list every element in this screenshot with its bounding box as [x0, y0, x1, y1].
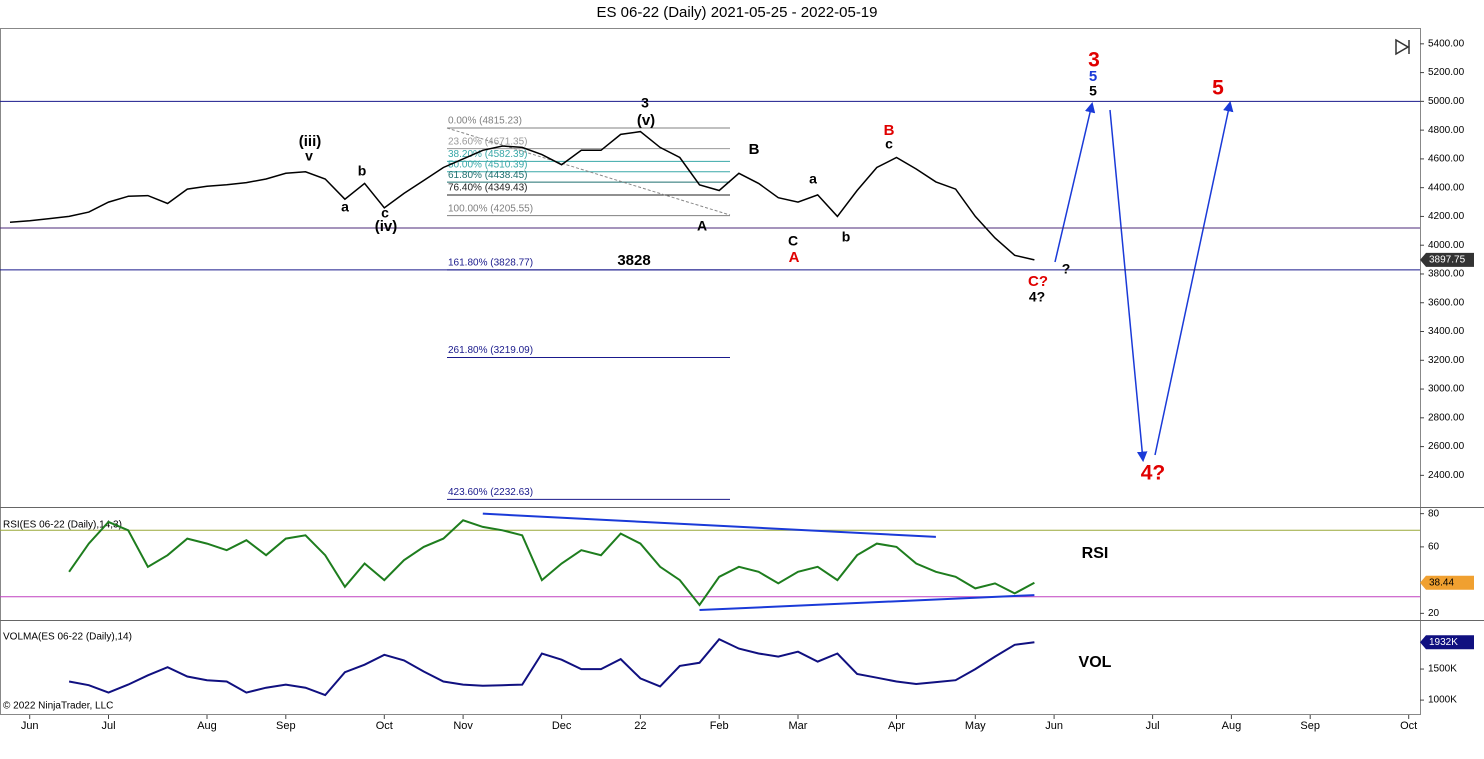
x-tick-label: Oct: [1400, 720, 1417, 732]
y-tick-label: 1000K: [1428, 695, 1457, 706]
fib-label: 50.00% (4510.39): [448, 159, 528, 170]
wave-label: A: [697, 218, 707, 234]
last-value-box: [1420, 635, 1474, 650]
x-tick-label: Jun: [21, 720, 39, 732]
wave-label: 5: [1089, 68, 1097, 85]
wave-label: 4?: [1141, 462, 1166, 485]
wave-label: a: [341, 199, 349, 215]
y-tick-label: 4000.00: [1428, 240, 1465, 251]
panel-label: VOL: [1079, 654, 1112, 671]
wave-label: 3: [641, 95, 649, 111]
last-value-label: 3897.75: [1429, 255, 1466, 266]
x-tick-label: Sep: [276, 720, 296, 732]
wave-label: B: [884, 122, 895, 139]
y-tick-label: 2400.00: [1428, 470, 1465, 481]
last-value-label: 1932K: [1429, 637, 1458, 648]
y-tick-label: 20: [1428, 608, 1440, 619]
wave-label: 5: [1212, 77, 1224, 100]
last-value-box: [1420, 575, 1474, 590]
series-line: [68, 519, 1035, 607]
panel-title: VOLMA(ES 06-22 (Daily),14): [3, 632, 132, 643]
wave-label: C?: [1028, 273, 1048, 290]
wave-label: b: [358, 163, 367, 179]
y-tick-label: 5000.00: [1428, 96, 1465, 107]
y-tick-label: 5200.00: [1428, 67, 1465, 78]
x-tick-label: Sep: [1300, 720, 1320, 732]
x-tick-label: Jul: [101, 720, 115, 732]
x-tick-label: Aug: [1222, 720, 1242, 732]
fib-label: 423.60% (2232.63): [448, 487, 533, 498]
trendline: [699, 594, 1035, 612]
series-line: [9, 130, 1035, 261]
icon[interactable]: [1393, 38, 1413, 56]
fib-label: 0.00% (4815.23): [448, 116, 522, 127]
y-tick-label: 3000.00: [1428, 384, 1465, 395]
y-tick-label: 4600.00: [1428, 154, 1465, 165]
y-tick-label: 2600.00: [1428, 441, 1465, 452]
copyright: © 2022 NinjaTrader, LLC: [3, 701, 113, 712]
y-tick-label: 3600.00: [1428, 297, 1465, 308]
fib-label: 261.80% (3219.09): [448, 345, 533, 356]
arrow: [1109, 109, 1148, 463]
wave-label: b: [842, 229, 851, 245]
y-tick-label: 4200.00: [1428, 211, 1465, 222]
y-tick-label: 4400.00: [1428, 182, 1465, 193]
x-tick-label: Jun: [1045, 720, 1063, 732]
x-tick-label: Jul: [1146, 720, 1160, 732]
x-tick-label: Mar: [789, 720, 808, 732]
x-tick-label: 22: [634, 720, 646, 732]
last-value-label: 38.44: [1429, 577, 1454, 588]
x-tick-label: Aug: [197, 720, 217, 732]
wave-label: v: [305, 148, 313, 164]
fib-label: 76.40% (4349.43): [448, 183, 528, 194]
fib-diagonal: [446, 127, 731, 216]
plot-frame: [0, 28, 1421, 715]
fib-label: 23.60% (4671.35): [448, 136, 528, 147]
y-tick-label: 3400.00: [1428, 326, 1465, 337]
y-tick-label: 5400.00: [1428, 38, 1465, 49]
y-tick-label: 3200.00: [1428, 355, 1465, 366]
y-tick-label: 1500K: [1428, 664, 1457, 675]
wave-label: c: [885, 136, 893, 152]
wave-label: (iii): [299, 133, 322, 150]
y-tick-label: 80: [1428, 508, 1440, 519]
last-value-box: [1420, 252, 1474, 267]
y-tick-label: 60: [1428, 542, 1440, 553]
x-tick-label: Nov: [453, 720, 473, 732]
y-tick-label: 4800.00: [1428, 125, 1465, 136]
x-tick-label: Dec: [552, 720, 572, 732]
trendline: [482, 512, 936, 538]
series-line: [68, 637, 1035, 697]
wave-label: B: [749, 141, 760, 158]
panel-title: RSI(ES 06-22 (Daily),14,3): [3, 520, 122, 531]
wave-label: C: [788, 233, 798, 249]
fib-label: 38.20% (4582.39): [448, 149, 528, 160]
wave-label: 5: [1089, 83, 1097, 99]
wave-label: ?: [1062, 261, 1071, 277]
projection-arrows: [1054, 100, 1234, 463]
wave-label: 4?: [1029, 289, 1045, 305]
arrow: [1054, 101, 1096, 263]
wave-label: (v): [637, 112, 655, 129]
y-tick-label: 3800.00: [1428, 269, 1465, 280]
x-tick-label: Oct: [376, 720, 393, 732]
fib-label: 100.00% (4205.55): [448, 203, 533, 214]
fib-label: 161.80% (3828.77): [448, 257, 533, 268]
arrow: [1154, 100, 1234, 456]
wave-label: A: [789, 249, 800, 266]
wave-label: a: [809, 171, 817, 187]
x-tick-label: Apr: [888, 720, 905, 732]
wave-label: (iv): [375, 218, 398, 235]
panel-label: RSI: [1082, 545, 1109, 562]
wave-label: 3: [1088, 49, 1100, 72]
y-tick-label: 2800.00: [1428, 412, 1465, 423]
wave-label: c: [381, 205, 389, 221]
x-tick-label: May: [965, 720, 986, 732]
chart-title: ES 06-22 (Daily) 2021-05-25 - 2022-05-19: [597, 4, 878, 21]
fib-label: 61.80% (4438.45): [448, 170, 528, 181]
x-tick-label: Feb: [710, 720, 729, 732]
wave-label: 3828: [617, 252, 650, 269]
